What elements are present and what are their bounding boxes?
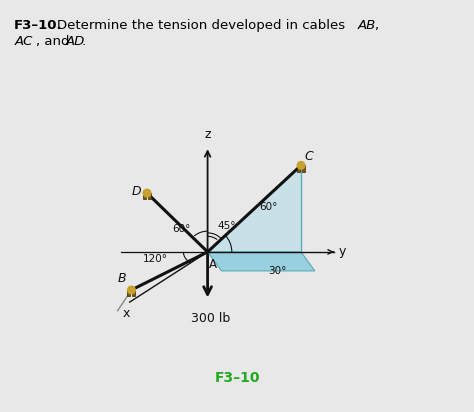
Polygon shape bbox=[208, 165, 301, 252]
Text: 60°: 60° bbox=[259, 202, 278, 212]
Bar bbox=[127, 290, 130, 296]
Text: ,: , bbox=[374, 19, 379, 32]
Text: C: C bbox=[304, 150, 313, 163]
Text: Determine the tension developed in cables: Determine the tension developed in cable… bbox=[57, 19, 349, 32]
Text: z: z bbox=[204, 128, 211, 141]
Circle shape bbox=[143, 189, 151, 197]
Text: B: B bbox=[118, 272, 126, 285]
Text: AC: AC bbox=[14, 35, 33, 48]
Bar bbox=[148, 193, 151, 199]
Circle shape bbox=[297, 162, 305, 169]
Text: 30°: 30° bbox=[268, 266, 286, 276]
Text: AB: AB bbox=[358, 19, 376, 32]
Text: y: y bbox=[339, 246, 346, 258]
Text: 45°: 45° bbox=[217, 221, 236, 231]
Text: 300 lb: 300 lb bbox=[191, 312, 231, 325]
Bar bbox=[132, 290, 135, 296]
Text: F3–10.: F3–10. bbox=[14, 19, 63, 32]
Circle shape bbox=[128, 286, 135, 294]
Text: D: D bbox=[131, 185, 141, 198]
Bar bbox=[302, 165, 305, 172]
Bar bbox=[297, 165, 300, 172]
Polygon shape bbox=[208, 252, 315, 271]
Text: 60°: 60° bbox=[173, 225, 191, 234]
Text: 120°: 120° bbox=[143, 254, 168, 264]
Text: x: x bbox=[123, 307, 130, 320]
Text: , and: , and bbox=[36, 35, 73, 48]
Text: AD: AD bbox=[65, 35, 85, 48]
Text: A: A bbox=[210, 258, 217, 271]
Text: .: . bbox=[82, 35, 86, 48]
Text: F3–10: F3–10 bbox=[214, 371, 260, 385]
Bar bbox=[143, 193, 146, 199]
